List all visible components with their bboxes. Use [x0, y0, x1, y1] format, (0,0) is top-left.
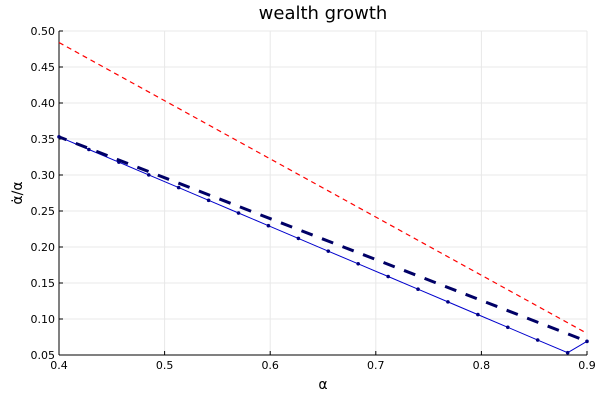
- y-tick-label: 0.45: [31, 61, 56, 74]
- series-point: [446, 300, 450, 304]
- series-line-heavy-dashed: [58, 135, 588, 343]
- series-point: [266, 223, 271, 228]
- series-point: [236, 211, 241, 215]
- x-tick-label: 0.9: [578, 359, 596, 372]
- series-line-dashed-red: [58, 41, 588, 334]
- series-point: [176, 185, 181, 190]
- grid: [58, 30, 588, 356]
- series-point: [146, 173, 151, 177]
- series-layer: [57, 41, 589, 355]
- y-tick-label: 0.10: [31, 313, 56, 326]
- series-point: [416, 287, 420, 291]
- series-point: [585, 339, 589, 344]
- x-axis-label: α: [318, 377, 327, 393]
- y-tick-label: 0.35: [31, 133, 56, 146]
- series-line-blue: [58, 136, 588, 354]
- y-tick-label: 0.30: [31, 169, 56, 182]
- series-point: [326, 249, 331, 253]
- series-point: [476, 312, 480, 317]
- y-tick-label: 0.05: [31, 349, 56, 362]
- x-tick-label: 0.8: [473, 359, 491, 372]
- y-tick-label: 0.25: [31, 205, 56, 218]
- series-point: [356, 261, 360, 266]
- x-tick-label: 0.7: [367, 359, 385, 372]
- series-point: [506, 325, 510, 330]
- series-point: [386, 274, 390, 279]
- x-tick-label: 0.6: [261, 359, 279, 372]
- x-tick-label: 0.5: [156, 359, 174, 372]
- series-point: [565, 350, 570, 355]
- series-point: [535, 338, 540, 342]
- y-tick-label: 0.15: [31, 277, 56, 290]
- y-tick-label: 0.20: [31, 241, 56, 254]
- y-tick-label: 0.50: [31, 25, 56, 38]
- y-axis-label: α̇/α: [10, 181, 26, 204]
- series-point: [87, 147, 91, 152]
- x-tick-label: 0.4: [50, 359, 68, 372]
- axes: 0.4 0.5 0.6 0.7 0.8 0.9 0.05 0.10 0.15 0.20 0.25 0.…: [31, 25, 596, 372]
- chart-title: wealth growth: [259, 3, 388, 24]
- series-point: [296, 236, 301, 241]
- y-tick-label: 0.40: [31, 97, 56, 110]
- series-point: [206, 198, 211, 203]
